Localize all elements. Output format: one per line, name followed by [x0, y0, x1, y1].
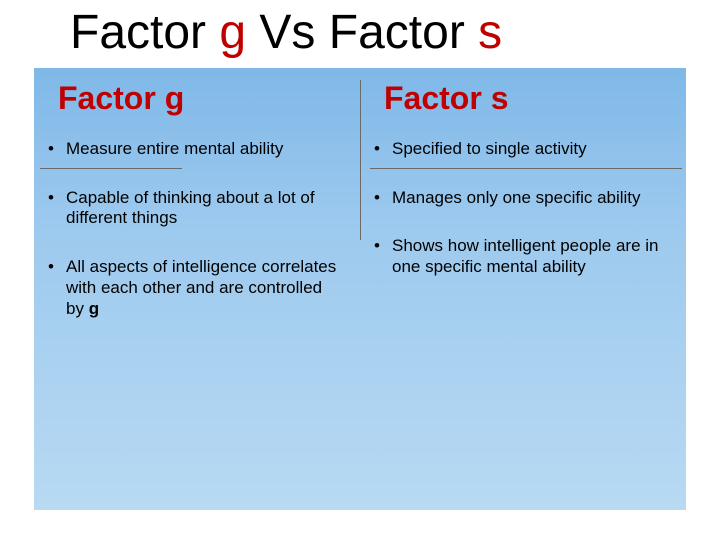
- right-header: Factor s: [370, 68, 676, 123]
- vertical-divider: [360, 80, 361, 240]
- bullet-text-main: All aspects of intelligence correlates w…: [66, 257, 336, 317]
- title-s: s: [478, 6, 502, 59]
- bullet-icon: •: [372, 139, 392, 160]
- columns: Factor g • Measure entire mental ability…: [34, 68, 686, 510]
- left-column: Factor g • Measure entire mental ability…: [34, 68, 360, 510]
- bullet-icon: •: [372, 236, 392, 277]
- title-g: g: [219, 6, 246, 59]
- horizontal-rule-left: [40, 168, 182, 169]
- bullet-icon: •: [46, 188, 66, 229]
- list-item: • Measure entire mental ability: [46, 139, 342, 160]
- bullet-text: Measure entire mental ability: [66, 139, 342, 160]
- list-item: • Specified to single activity: [372, 139, 668, 160]
- left-header: Factor g: [44, 68, 350, 123]
- slide: Factor g Vs Factor s Factor g • Measure …: [0, 0, 720, 540]
- right-list: • Specified to single activity • Manages…: [370, 123, 676, 278]
- bullet-icon: •: [46, 257, 66, 319]
- bullet-text: All aspects of intelligence correlates w…: [66, 257, 342, 319]
- slide-title: Factor g Vs Factor s: [0, 0, 720, 60]
- title-mid: Vs Factor: [246, 6, 478, 59]
- bullet-icon: •: [372, 188, 392, 209]
- list-item: • Manages only one specific ability: [372, 188, 668, 209]
- bullet-text: Specified to single activity: [392, 139, 668, 160]
- bullet-text: Shows how intelligent people are in one …: [392, 236, 668, 277]
- list-item: • Shows how intelligent people are in on…: [372, 236, 668, 277]
- bullet-text: Capable of thinking about a lot of diffe…: [66, 188, 342, 229]
- bullet-icon: •: [46, 139, 66, 160]
- list-item: • All aspects of intelligence correlates…: [46, 257, 342, 319]
- title-part1: Factor: [70, 6, 219, 59]
- list-item: • Capable of thinking about a lot of dif…: [46, 188, 342, 229]
- bullet-text: Manages only one specific ability: [392, 188, 668, 209]
- content-box: Factor g • Measure entire mental ability…: [34, 68, 686, 510]
- bullet-text-bold: g: [89, 299, 99, 318]
- left-list: • Measure entire mental ability • Capabl…: [44, 123, 350, 319]
- right-column: Factor s • Specified to single activity …: [360, 68, 686, 510]
- horizontal-rule-right: [370, 168, 682, 169]
